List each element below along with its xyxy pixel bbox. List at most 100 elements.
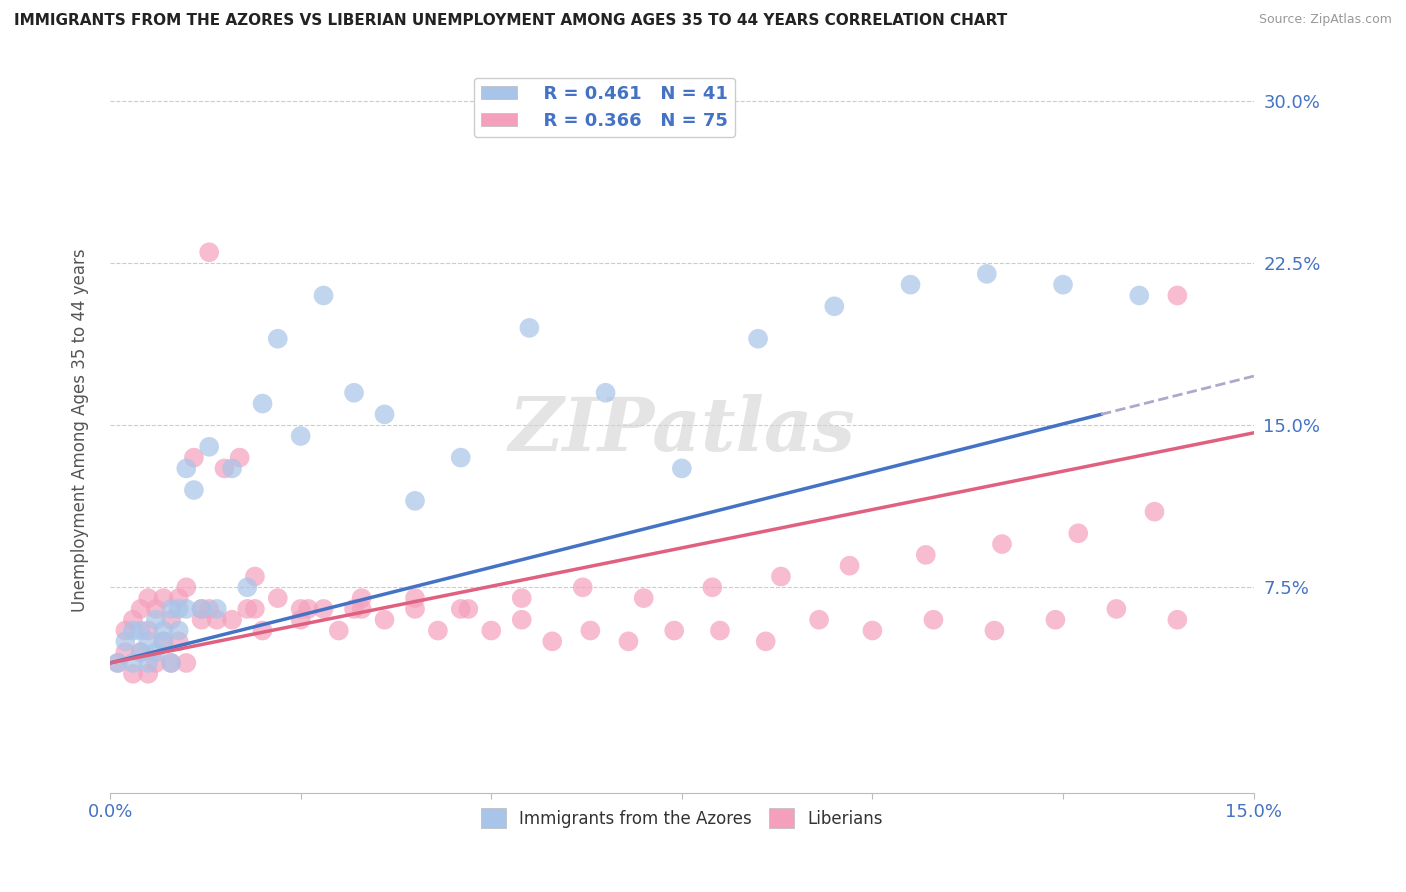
- Point: [1128, 288, 1150, 302]
- Point: [183, 483, 205, 497]
- Point: [145, 645, 167, 659]
- Point: [205, 602, 228, 616]
- Point: [190, 602, 212, 616]
- Point: [426, 624, 449, 638]
- Point: [136, 591, 159, 606]
- Point: [373, 408, 395, 422]
- Point: [252, 624, 274, 638]
- Point: [198, 245, 221, 260]
- Point: [114, 624, 136, 638]
- Point: [176, 580, 198, 594]
- Point: [136, 624, 159, 638]
- Point: [983, 624, 1005, 638]
- Text: IMMIGRANTS FROM THE AZORES VS LIBERIAN UNEMPLOYMENT AMONG AGES 35 TO 44 YEARS CO: IMMIGRANTS FROM THE AZORES VS LIBERIAN U…: [14, 13, 1007, 29]
- Point: [136, 634, 159, 648]
- Point: [183, 450, 205, 465]
- Point: [122, 624, 145, 638]
- Point: [152, 634, 174, 648]
- Point: [243, 569, 266, 583]
- Point: [709, 624, 731, 638]
- Point: [595, 385, 617, 400]
- Point: [579, 624, 602, 638]
- Point: [228, 450, 250, 465]
- Point: [510, 613, 533, 627]
- Point: [450, 450, 472, 465]
- Point: [479, 624, 502, 638]
- Point: [167, 634, 190, 648]
- Point: [267, 332, 290, 346]
- Point: [808, 613, 831, 627]
- Point: [114, 645, 136, 659]
- Point: [457, 602, 479, 616]
- Text: ZIPatlas: ZIPatlas: [509, 394, 855, 467]
- Point: [976, 267, 998, 281]
- Point: [862, 624, 884, 638]
- Point: [129, 602, 152, 616]
- Point: [343, 602, 366, 616]
- Point: [136, 656, 159, 670]
- Point: [198, 440, 221, 454]
- Point: [122, 666, 145, 681]
- Point: [290, 429, 312, 443]
- Legend: Immigrants from the Azores, Liberians: Immigrants from the Azores, Liberians: [474, 801, 890, 835]
- Point: [190, 602, 212, 616]
- Point: [252, 396, 274, 410]
- Point: [900, 277, 922, 292]
- Point: [122, 656, 145, 670]
- Point: [176, 461, 198, 475]
- Y-axis label: Unemployment Among Ages 35 to 44 years: Unemployment Among Ages 35 to 44 years: [72, 249, 89, 613]
- Point: [129, 624, 152, 638]
- Point: [167, 602, 190, 616]
- Point: [267, 591, 290, 606]
- Point: [290, 613, 312, 627]
- Point: [152, 634, 174, 648]
- Point: [136, 666, 159, 681]
- Point: [671, 461, 693, 475]
- Point: [571, 580, 593, 594]
- Point: [838, 558, 860, 573]
- Point: [633, 591, 655, 606]
- Point: [107, 656, 129, 670]
- Point: [747, 332, 769, 346]
- Point: [221, 613, 243, 627]
- Text: Source: ZipAtlas.com: Source: ZipAtlas.com: [1258, 13, 1392, 27]
- Point: [129, 645, 152, 659]
- Point: [290, 602, 312, 616]
- Point: [1045, 613, 1067, 627]
- Point: [404, 591, 426, 606]
- Point: [541, 634, 564, 648]
- Point: [373, 613, 395, 627]
- Point: [129, 645, 152, 659]
- Point: [236, 602, 259, 616]
- Point: [160, 656, 183, 670]
- Point: [450, 602, 472, 616]
- Point: [769, 569, 792, 583]
- Point: [198, 602, 221, 616]
- Point: [755, 634, 778, 648]
- Point: [107, 656, 129, 670]
- Point: [160, 602, 183, 616]
- Point: [702, 580, 724, 594]
- Point: [350, 591, 373, 606]
- Point: [145, 602, 167, 616]
- Point: [297, 602, 319, 616]
- Point: [236, 580, 259, 594]
- Point: [343, 385, 366, 400]
- Point: [617, 634, 640, 648]
- Point: [922, 613, 945, 627]
- Point: [404, 602, 426, 616]
- Point: [176, 656, 198, 670]
- Point: [350, 602, 373, 616]
- Point: [510, 591, 533, 606]
- Point: [190, 613, 212, 627]
- Point: [114, 634, 136, 648]
- Point: [167, 591, 190, 606]
- Point: [221, 461, 243, 475]
- Point: [1105, 602, 1128, 616]
- Point: [823, 299, 845, 313]
- Point: [243, 602, 266, 616]
- Point: [152, 591, 174, 606]
- Point: [145, 656, 167, 670]
- Point: [914, 548, 936, 562]
- Point: [1166, 613, 1188, 627]
